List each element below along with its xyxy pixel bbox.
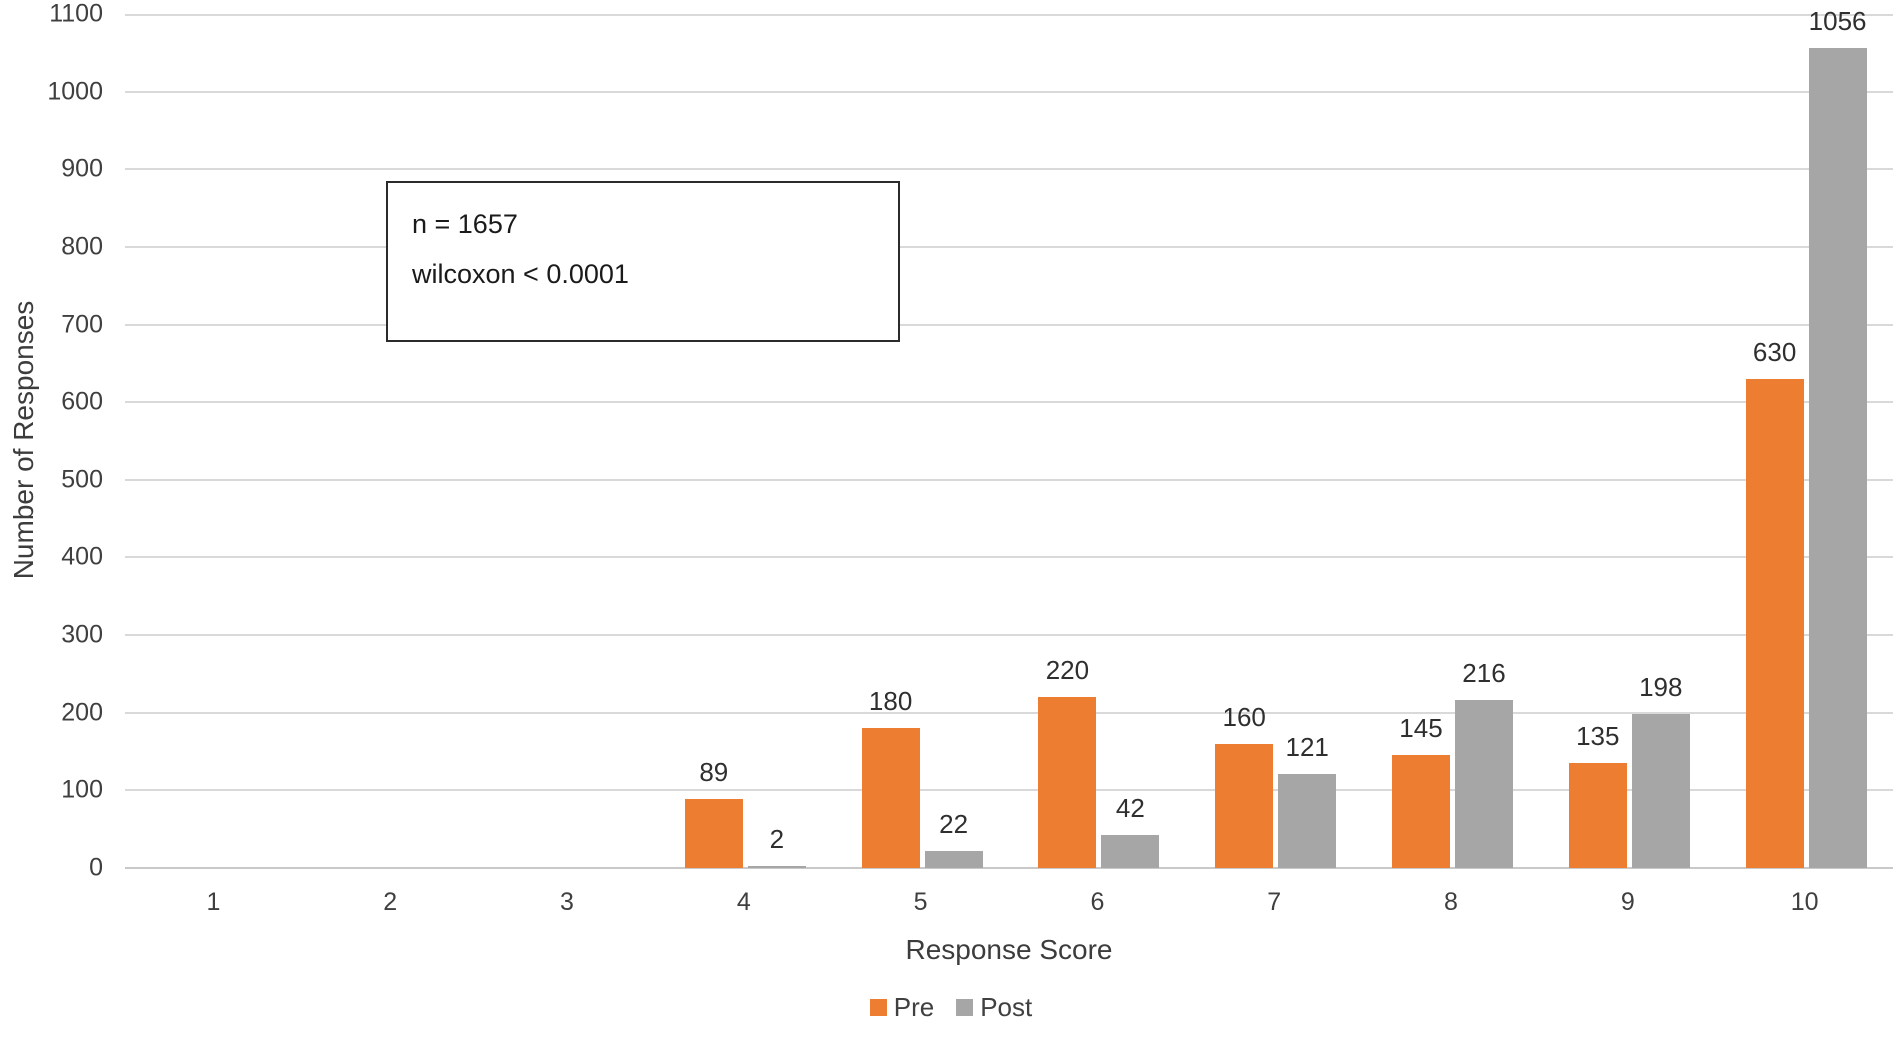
- y-tick-label: 300: [61, 620, 103, 649]
- gridline: [125, 478, 1893, 481]
- bar-value-label-post-score-4: 2: [769, 824, 785, 854]
- bar-pre-score-8: [1392, 755, 1450, 868]
- bar-value-label-pre-score-5: 180: [868, 686, 913, 716]
- x-tick-label-5: 5: [913, 888, 928, 916]
- x-tick-label-6: 6: [1090, 888, 1105, 916]
- bar-post-score-4: [747, 866, 806, 868]
- bar-value-label-post-score-5: 22: [939, 809, 969, 839]
- bar-post-score-8: [1455, 700, 1513, 868]
- bar-value-label-post-score-8: 216: [1462, 658, 1506, 688]
- bar-value-label-pre-score-4: 89: [699, 757, 729, 787]
- bar-value-label-pre-score-6: 220: [1045, 655, 1090, 685]
- y-axis-ticks: 0 100 200 300 400 500 600 700 800 900 1000 1100: [0, 0, 103, 882]
- y-tick-label: 0: [89, 853, 103, 882]
- legend-label-pre: Pre: [893, 992, 935, 1022]
- bar-post-score-5: [924, 851, 983, 868]
- legend-label-post: Post: [980, 992, 1033, 1022]
- chart-legend: Pre Post: [0, 992, 1902, 1023]
- y-tick-label: 100: [61, 775, 103, 804]
- bar-post-score-7: [1278, 774, 1337, 868]
- bar-pre-score-7: [1215, 744, 1274, 868]
- y-tick-label: 700: [61, 310, 103, 339]
- y-tick-label: 200: [61, 698, 103, 727]
- bar-post-score-9: [1631, 714, 1690, 868]
- legend-item-post: Post: [956, 992, 1032, 1023]
- x-tick-label-2: 2: [383, 888, 398, 916]
- x-tick-label-9: 9: [1620, 888, 1635, 916]
- bar-pre-score-9: [1568, 763, 1627, 868]
- legend-swatch-post: [956, 999, 974, 1016]
- bar-post-score-10: [1808, 48, 1867, 868]
- y-tick-label: 1100: [49, 0, 103, 28]
- gridline: [125, 789, 1893, 792]
- bar-value-label-post-score-9: 198: [1639, 672, 1683, 702]
- bar-value-label-pre-score-9: 135: [1576, 721, 1620, 751]
- gridline: [125, 556, 1893, 559]
- x-tick-label-1: 1: [206, 888, 221, 916]
- y-tick-label: 600: [61, 387, 103, 416]
- legend-item-pre: Pre: [869, 992, 935, 1023]
- y-tick-label: 1000: [47, 77, 103, 106]
- gridline: [125, 711, 1893, 714]
- bar-pre-score-5: [861, 728, 920, 868]
- gridline: [125, 245, 1893, 248]
- gridline: [125, 14, 1893, 16]
- gridline: [125, 323, 1893, 326]
- gridline: [125, 634, 1893, 637]
- gridline: [125, 168, 1893, 171]
- x-axis-line: [125, 867, 1893, 869]
- bar-value-label-pre-score-7: 160: [1222, 702, 1266, 732]
- x-tick-label-7: 7: [1267, 888, 1282, 916]
- x-tick-label-4: 4: [736, 888, 751, 916]
- y-tick-label: 400: [61, 542, 103, 571]
- y-tick-label: 800: [61, 232, 103, 261]
- bar-pre-score-10: [1745, 379, 1804, 868]
- x-tick-label-8: 8: [1444, 888, 1458, 916]
- bar-pre-score-6: [1038, 697, 1097, 868]
- bar-value-label-pre-score-10: 630: [1752, 337, 1797, 367]
- plot-area: 89 2 180 22 220 42 160 121 145 216 135 198 630 1056: [125, 8, 1893, 869]
- bar-post-score-6: [1101, 835, 1160, 868]
- x-axis-title: Response Score: [905, 934, 1113, 965]
- bar-value-label-post-score-6: 42: [1115, 793, 1145, 823]
- legend-swatch-pre: [869, 999, 887, 1016]
- y-tick-label: 900: [61, 154, 103, 183]
- gridline: [125, 90, 1893, 93]
- annotation-sample-size: n = 1657: [412, 209, 518, 239]
- bar-value-label-post-score-7: 121: [1285, 732, 1329, 762]
- annotation-wilcoxon: wilcoxon < 0.0001: [412, 259, 629, 289]
- bar-value-label-post-score-10: 1056: [1808, 6, 1867, 36]
- x-tick-label-10: 10: [1790, 888, 1819, 916]
- gridline: [125, 401, 1893, 404]
- bar-value-label-pre-score-8: 145: [1399, 713, 1443, 743]
- bar-pre-score-4: [684, 799, 743, 868]
- annotation-box: n = 1657 wilcoxon < 0.0001: [386, 181, 900, 342]
- y-tick-label: 500: [61, 465, 103, 494]
- x-tick-label-3: 3: [560, 888, 574, 916]
